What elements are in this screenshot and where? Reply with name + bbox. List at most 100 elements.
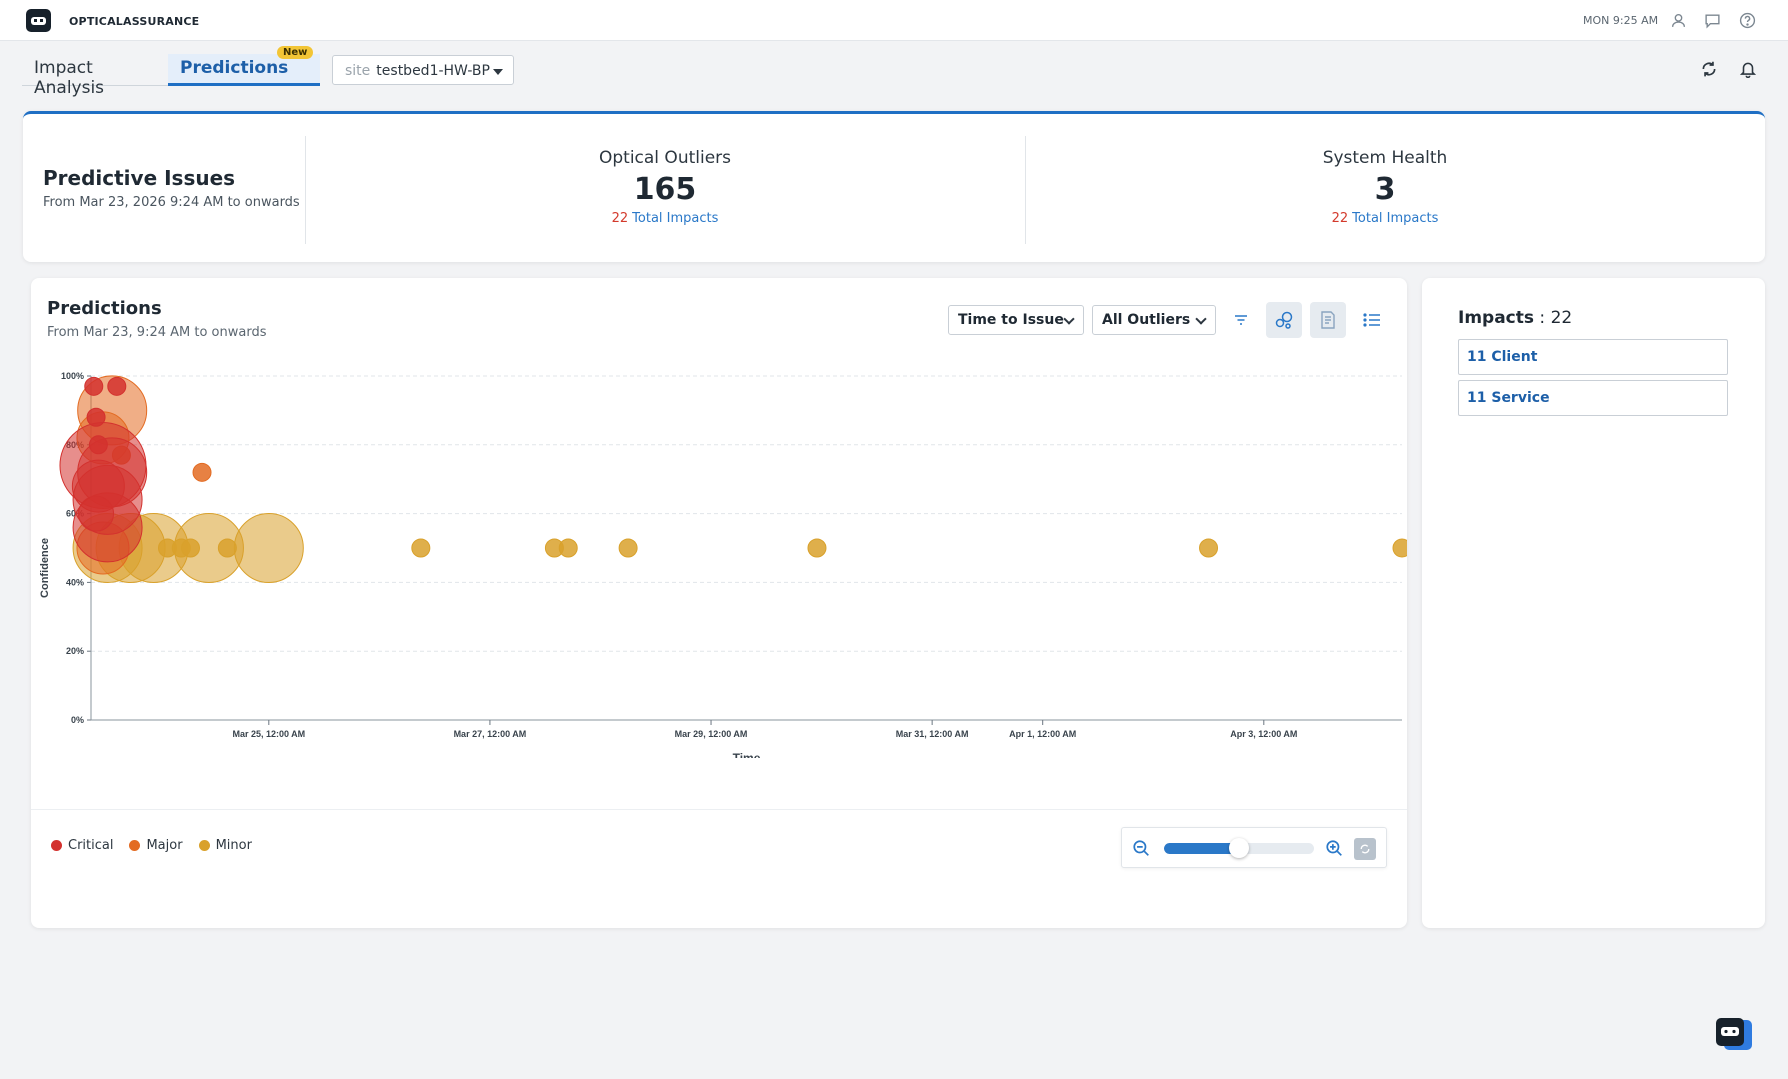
outlier-type-select[interactable]: All Outliers — [1092, 305, 1216, 335]
legend-critical-label: Critical — [68, 838, 114, 853]
bubble-minor — [807, 538, 827, 558]
optical-outliers-label: Optical Outliers — [598, 148, 732, 168]
legend-minor-label: Minor — [215, 838, 252, 853]
system-health-impacts[interactable]: 22 Total Impacts — [1185, 211, 1585, 226]
bubble-minor — [618, 538, 638, 558]
impacts-count: 22 — [1331, 211, 1349, 226]
impacts-label: Total Impacts — [632, 211, 719, 226]
legend-major-label: Major — [146, 838, 183, 853]
predictions-title: Predictions — [47, 298, 162, 319]
bubble-chart-icon — [1275, 311, 1293, 329]
impacts-label: Impacts — [1458, 308, 1535, 328]
y-tick-label: 60% — [66, 509, 84, 519]
bubble-view-button[interactable] — [1266, 302, 1302, 338]
system-health-value: 3 — [1374, 172, 1396, 207]
caret-down-icon — [493, 69, 503, 75]
system-health-label: System Health — [1322, 148, 1448, 168]
legend-critical-dot — [51, 840, 62, 851]
divider — [305, 136, 306, 244]
legend-major[interactable]: Major — [129, 838, 183, 853]
legend-major-dot — [129, 840, 141, 851]
impacts-title: Impacts : 22 — [1458, 308, 1573, 328]
list-icon — [1363, 313, 1380, 327]
predictions-panel: Predictions From Mar 23, 9:24 AM to onwa… — [31, 278, 1407, 928]
bubble-minor — [233, 513, 304, 583]
tab-impact-analysis[interactable]: Impact Analysis — [22, 54, 168, 98]
optical-outliers-metric[interactable]: Optical Outliers 165 22 Total Impacts — [465, 148, 865, 226]
divider — [1025, 136, 1026, 244]
zoom-out-icon[interactable] — [1132, 839, 1150, 857]
legend-minor-dot — [198, 840, 210, 851]
filter-icon — [1235, 315, 1247, 325]
app-logo[interactable] — [26, 9, 51, 32]
report-view-button[interactable] — [1310, 302, 1346, 338]
y-tick-label: 40% — [66, 577, 84, 587]
y-tick-label: 100% — [61, 371, 84, 381]
zoom-slider-handle[interactable] — [1229, 838, 1249, 858]
impacts-total: 22 — [1550, 308, 1573, 328]
chevron-down-icon — [1195, 313, 1207, 325]
site-select-prefix: site — [345, 63, 371, 79]
x-tick-label: Apr 3, 12:00 AM — [1230, 729, 1297, 739]
impacts-label: Total Impacts — [1352, 211, 1439, 226]
bell-icon[interactable] — [1739, 60, 1757, 78]
zoom-control — [1121, 827, 1387, 868]
x-tick-label: Mar 27, 12:00 AM — [454, 729, 527, 739]
bubble-minor — [1199, 538, 1219, 558]
chat-icon[interactable] — [1704, 12, 1721, 29]
bubble-minor — [217, 538, 237, 558]
site-select[interactable]: site testbed1-HW-BP — [332, 55, 514, 85]
legend-minor[interactable]: Minor — [198, 838, 252, 853]
bubble-minor — [411, 538, 431, 558]
bubble-minor — [558, 538, 578, 558]
impacts-panel: Impacts : 22 11 Client 11 Service — [1422, 278, 1765, 928]
bubble-minor — [180, 538, 200, 558]
refresh-icon[interactable] — [1700, 60, 1718, 78]
predictive-issues-summary: Predictive Issues From Mar 23, 2026 9:24… — [23, 111, 1765, 262]
predictions-subtitle: From Mar 23, 9:24 AM to onwards — [47, 325, 267, 340]
summary-title: Predictive Issues — [43, 166, 236, 190]
x-axis-label: Time — [733, 751, 761, 758]
bubble-critical — [86, 407, 106, 427]
bubble-major — [192, 462, 212, 482]
summary-subtitle: From Mar 23, 2026 9:24 AM to onwards — [43, 195, 300, 210]
report-icon — [1321, 311, 1335, 329]
chart-legend: Critical Major Minor — [51, 838, 252, 853]
x-tick-label: Mar 25, 12:00 AM — [232, 729, 305, 739]
app-name: OPTICALASSURANCE — [69, 15, 200, 28]
tab-predictions[interactable]: Predictions — [168, 54, 320, 86]
legend-critical[interactable]: Critical — [51, 838, 113, 853]
bubble-critical — [78, 495, 115, 532]
impact-client[interactable]: 11 Client — [1458, 339, 1728, 375]
zoom-slider-fill — [1164, 843, 1239, 854]
divider — [31, 809, 1407, 810]
list-view-button[interactable] — [1354, 302, 1390, 338]
x-tick-label: Apr 1, 12:00 AM — [1009, 729, 1076, 739]
site-select-value: testbed1-HW-BP — [376, 63, 490, 79]
time-to-issue-select[interactable]: Time to Issue — [948, 305, 1084, 335]
y-axis-label: Confidence — [39, 538, 51, 598]
user-icon[interactable] — [1670, 12, 1687, 29]
reset-icon — [1360, 844, 1370, 854]
outlier-type-value: All Outliers — [1102, 312, 1191, 328]
zoom-in-icon[interactable] — [1325, 839, 1343, 857]
impacts-count: 22 — [611, 211, 629, 226]
chevron-down-icon — [1063, 313, 1075, 325]
top-bar: OPTICALASSURANCE MON 9:25 AM — [0, 0, 1788, 41]
x-tick-label: Mar 31, 12:00 AM — [896, 729, 969, 739]
clock: MON 9:25 AM — [1583, 14, 1659, 27]
time-to-issue-value: Time to Issue — [958, 312, 1064, 328]
bubble-minor — [1392, 538, 1407, 558]
optical-outliers-impacts[interactable]: 22 Total Impacts — [465, 211, 865, 226]
system-health-metric[interactable]: System Health 3 22 Total Impacts — [1185, 148, 1585, 226]
optical-outliers-value: 165 — [633, 172, 697, 207]
y-tick-label: 20% — [66, 646, 84, 656]
x-tick-label: Mar 29, 12:00 AM — [675, 729, 748, 739]
impact-service[interactable]: 11 Service — [1458, 380, 1728, 416]
assistant-bot-icon[interactable] — [1714, 1016, 1754, 1052]
help-icon[interactable] — [1739, 12, 1756, 29]
y-tick-label: 0% — [71, 715, 84, 725]
zoom-reset-button[interactable] — [1354, 838, 1376, 860]
filter-button[interactable] — [1223, 302, 1259, 338]
